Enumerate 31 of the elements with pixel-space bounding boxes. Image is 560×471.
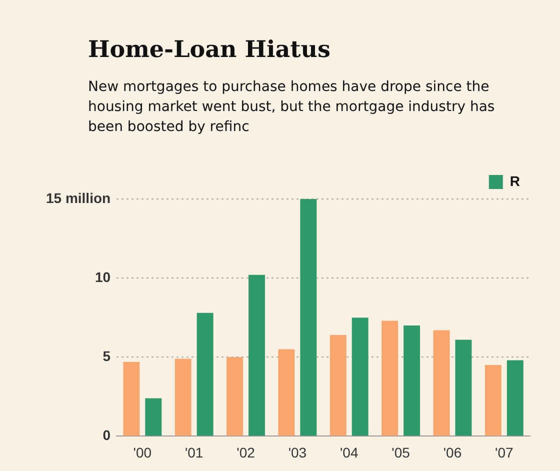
chart-subtitle: New mortgages to purchase homes have drope since the housing market went bust, but the mortgage industry has been boosted by refinc bbox=[88, 78, 496, 137]
y-tick-label: 5 bbox=[102, 348, 111, 364]
x-tick-label: '07 bbox=[495, 444, 514, 460]
bar bbox=[352, 318, 368, 436]
x-tick-label: '02 bbox=[236, 444, 256, 460]
x-tick-label: '05 bbox=[392, 444, 410, 460]
bar bbox=[484, 365, 502, 436]
bar bbox=[123, 362, 140, 436]
bar bbox=[226, 357, 244, 436]
x-tick-label: '04 bbox=[340, 444, 358, 460]
bar bbox=[145, 398, 162, 436]
bar bbox=[174, 358, 192, 436]
bar bbox=[248, 274, 265, 436]
bar bbox=[330, 334, 346, 436]
bar bbox=[278, 349, 295, 436]
legend-label: R bbox=[510, 172, 520, 189]
bar bbox=[433, 330, 450, 436]
x-tick-label: '01 bbox=[184, 444, 204, 460]
bar bbox=[455, 340, 472, 436]
x-tick-label: '03 bbox=[288, 444, 307, 460]
y-tick-label: 10 bbox=[94, 268, 111, 285]
chart-title: Home-Loan Hiatus bbox=[88, 36, 330, 63]
x-tick-label: '06 bbox=[443, 444, 462, 460]
bar bbox=[300, 199, 317, 436]
y-tick-label: 15 million bbox=[46, 190, 111, 206]
bar bbox=[196, 312, 214, 436]
x-tick-label: '00 bbox=[133, 444, 152, 460]
y-tick-label: 0 bbox=[102, 427, 111, 444]
bar bbox=[506, 360, 524, 436]
bar bbox=[404, 326, 420, 436]
bar bbox=[382, 320, 398, 436]
